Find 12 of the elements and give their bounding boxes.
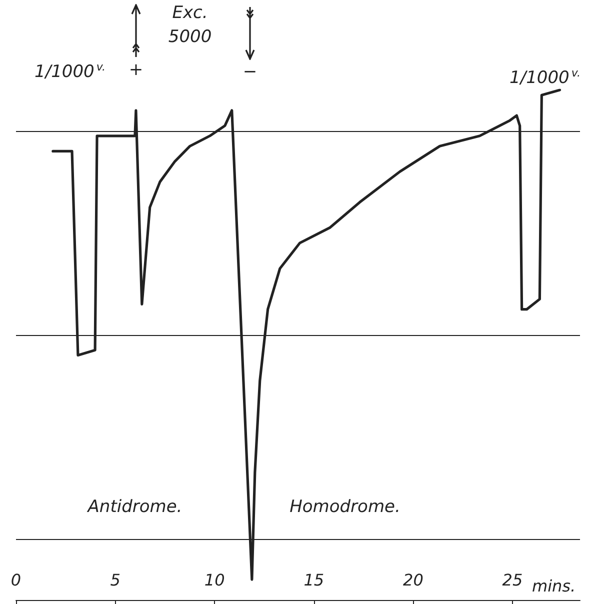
annotation: Antidrome. [86, 497, 182, 517]
text: − [242, 62, 258, 82]
text: Exc. 5000 [168, 3, 212, 47]
x-tick-label: 25 [502, 570, 523, 590]
x-axis-title: mins. [532, 576, 576, 596]
x-tick-label: 20 [403, 570, 424, 590]
annotation: Homodrome. [290, 497, 400, 517]
x-tick-label: 10 [204, 570, 225, 590]
text: + [128, 60, 144, 80]
x-tick-label: 15 [304, 570, 324, 590]
x-tick-label: 5 [110, 570, 120, 590]
x-tick-label: 0 [10, 570, 22, 590]
